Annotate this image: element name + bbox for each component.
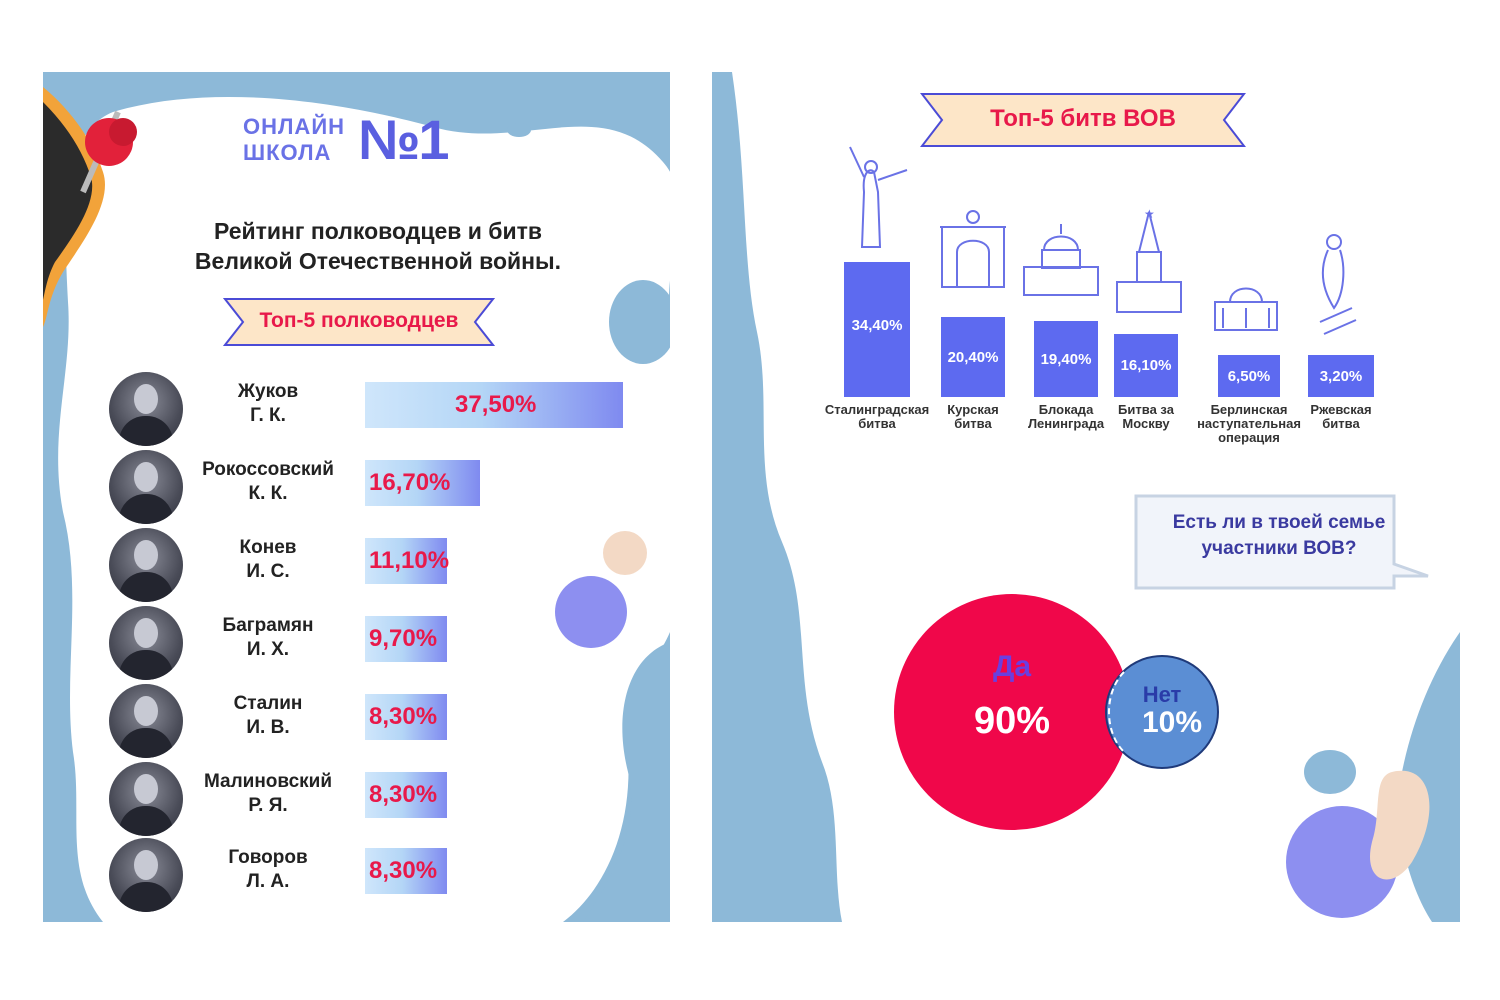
battle-value-label: 34,40% [851,317,903,334]
battles-chart: 34,40% Сталинградская битва 20,40% Курская … [712,72,1460,492]
commander-bar [365,694,447,740]
commander-row: Говоров Л. А. 8,30% [103,838,663,914]
commander-row: Жуков Г. К. 37,50% [103,372,663,448]
cathedral-icon [1023,224,1099,296]
commanders-ribbon: Топ-5 полководцев [223,297,495,347]
commander-row: Рокоссовский К. К. 16,70% [103,450,663,526]
commander-portrait [109,606,183,680]
commander-portrait [109,838,183,912]
commander-value-label: 8,30% [369,703,438,730]
commander-portrait [109,684,183,758]
family-participation-chart [894,594,1219,830]
commander-portrait [109,372,183,446]
yes-circle [894,594,1130,830]
battle-value-label: 20,40% [947,348,999,366]
commander-bar [365,772,447,818]
motherland-statue-icon [849,146,908,248]
commander-name: Малиновский Р. Я. [203,771,333,816]
logo-number: №1 [358,108,450,171]
battle-category-label: Ржевская битва [1310,402,1372,431]
logo-line-online: ОНЛАЙН [243,114,346,139]
battle-bar [1034,320,1098,397]
battle-value-label: 3,20% [1319,368,1363,385]
battle-bar [1308,355,1374,397]
commander-value-label: 37,50% [455,391,537,418]
no-value: 10% [1141,706,1203,739]
commander-value-label: 11,10% [369,547,450,574]
no-circle [1105,655,1219,769]
battle-value-label: 16,10% [1120,357,1172,375]
commander-value-label: 8,30% [369,781,438,808]
battle-bar [1114,333,1178,397]
logo: ОНЛАЙН ШКОЛА №1 [243,112,503,172]
commander-row: Баграмян И. Х. 9,70% [103,606,663,682]
commander-bar [365,848,447,894]
commander-row: Конев И. С. 11,10% [103,528,663,604]
battle-value-label: 19,40% [1040,350,1092,368]
commander-portrait [109,450,183,524]
right-panel: Топ-5 битв ВОВ ★ [712,72,1460,922]
svg-text:★: ★ [1144,207,1155,221]
question-text: Есть ли в твоей семье участники ВОВ? [1172,512,1386,559]
battle-bar [1218,355,1280,397]
battles-ribbon: Топ-5 битв ВОВ [920,92,1246,148]
question-bubble: Есть ли в твоей семье участники ВОВ? [1132,492,1432,592]
battles-ribbon-label: Топ-5 битв ВОВ [990,105,1176,132]
left-background-shape [43,87,670,922]
commander-value-label: 9,70% [369,625,438,652]
commander-bar [365,616,447,662]
battle-category-label: Сталинградская битва [824,402,930,431]
commander-portrait [109,762,183,836]
battle-category-label: Курская битва [947,402,999,431]
commander-value-label: 16,70% [369,469,451,496]
reichstag-icon [1214,287,1278,331]
commander-name: Говоров Л. А. [228,847,308,892]
commander-bar [365,460,480,506]
battle-value-label: 6,50% [1227,368,1271,385]
monument-icons: ★ [849,146,1357,335]
no-label: Нет [1142,682,1182,707]
battle-category-label: Битва за Москву [1118,402,1174,431]
commander-value-label: 8,30% [369,857,438,884]
commander-portrait [109,528,183,602]
battles-ribbon-shape [920,93,1246,147]
commander-bar [365,382,623,428]
page-title-line-2: Великой Отечественной войны. [194,248,562,274]
kremlin-tower-icon: ★ [1116,207,1182,313]
left-panel: ОНЛАЙН ШКОЛА №1 Рейтинг полководцев и би… [43,72,670,922]
commander-name: Баграмян И. Х. [222,615,314,660]
commander-name: Сталин И. В. [233,693,303,738]
battle-bar [941,316,1005,397]
yes-label: Да [992,650,1032,683]
battle-category-label: Берлинская наступательная операция [1197,402,1301,445]
commander-bar [365,538,447,584]
commander-name: Жуков Г. К. [237,381,299,426]
commanders-ribbon-shape [223,298,495,346]
arch-icon [940,210,1006,288]
speech-bubble-shape [1134,494,1429,590]
logo-line-school: ШКОЛА [243,140,332,165]
commander-name: Рокоссовский К. К. [202,459,334,504]
commander-name: Конев И. С. [239,537,297,582]
commander-row: Малиновский Р. Я. 8,30% [103,762,663,838]
yes-value: 90% [973,700,1051,742]
soldier-monument-icon [1319,234,1357,335]
commander-row: Сталин И. В. 8,30% [103,684,663,760]
commanders-ribbon-label: Топ-5 полководцев [259,309,459,332]
battle-bar [844,262,910,397]
overlap-dashed-arc [1108,671,1125,753]
page-title-line-1: Рейтинг полководцев и битв [213,218,543,244]
battle-category-label: Блокада Ленинграда [1027,402,1105,431]
